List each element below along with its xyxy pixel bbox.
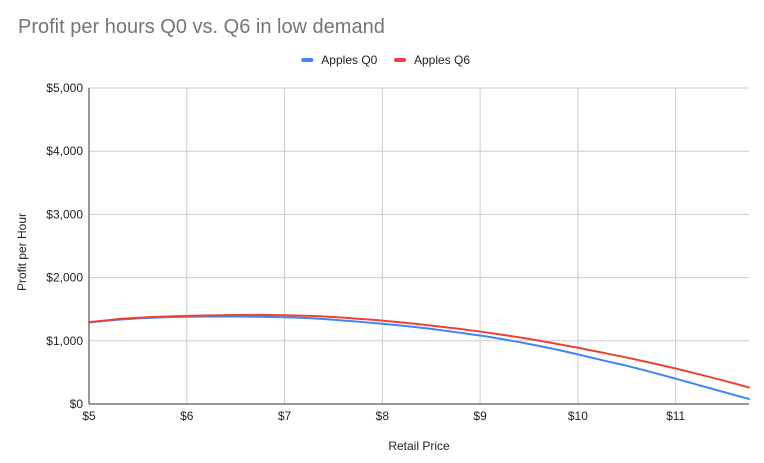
series-line-apples-q0 bbox=[88, 315, 750, 400]
legend-label: Apples Q0 bbox=[321, 53, 377, 67]
grid-lines bbox=[89, 87, 749, 404]
y-tick-label: $1,000 bbox=[46, 334, 83, 348]
legend: Apples Q0 Apples Q6 bbox=[301, 53, 470, 67]
x-tick-label: $8 bbox=[376, 409, 390, 423]
x-tick-label: $11 bbox=[666, 409, 685, 423]
y-tick-label: $4,000 bbox=[46, 144, 83, 158]
x-axis-label: Retail Price bbox=[388, 439, 450, 453]
y-tick-label: $5,000 bbox=[46, 81, 83, 95]
legend-swatch bbox=[394, 58, 406, 62]
axes bbox=[88, 88, 749, 405]
x-tick-label: $10 bbox=[568, 409, 588, 423]
x-tick-label: $7 bbox=[278, 409, 292, 423]
legend-item-apples-q0[interactable]: Apples Q0 bbox=[301, 53, 378, 67]
y-axis-label: Profit per Hour bbox=[15, 213, 29, 291]
chart-title: Profit per hours Q0 vs. Q6 in low demand bbox=[18, 16, 385, 38]
y-tick-label: $2,000 bbox=[46, 271, 83, 285]
x-axis-ticks: $5 $6 $7 $8 $9 $10 $11 bbox=[82, 409, 685, 423]
series-lines bbox=[88, 313, 750, 400]
x-tick-label: $5 bbox=[82, 409, 96, 423]
y-tick-label: $0 bbox=[70, 397, 84, 411]
y-tick-label: $3,000 bbox=[46, 207, 83, 221]
y-axis-ticks: $0 $1,000 $2,000 $3,000 $4,000 $5,000 bbox=[46, 81, 83, 411]
series-line-apples-q6 bbox=[88, 313, 750, 389]
legend-item-apples-q6[interactable]: Apples Q6 bbox=[394, 53, 470, 67]
x-tick-label: $9 bbox=[473, 409, 487, 423]
legend-swatch bbox=[301, 58, 314, 62]
legend-label: Apples Q6 bbox=[414, 53, 470, 67]
x-tick-label: $6 bbox=[180, 409, 194, 423]
